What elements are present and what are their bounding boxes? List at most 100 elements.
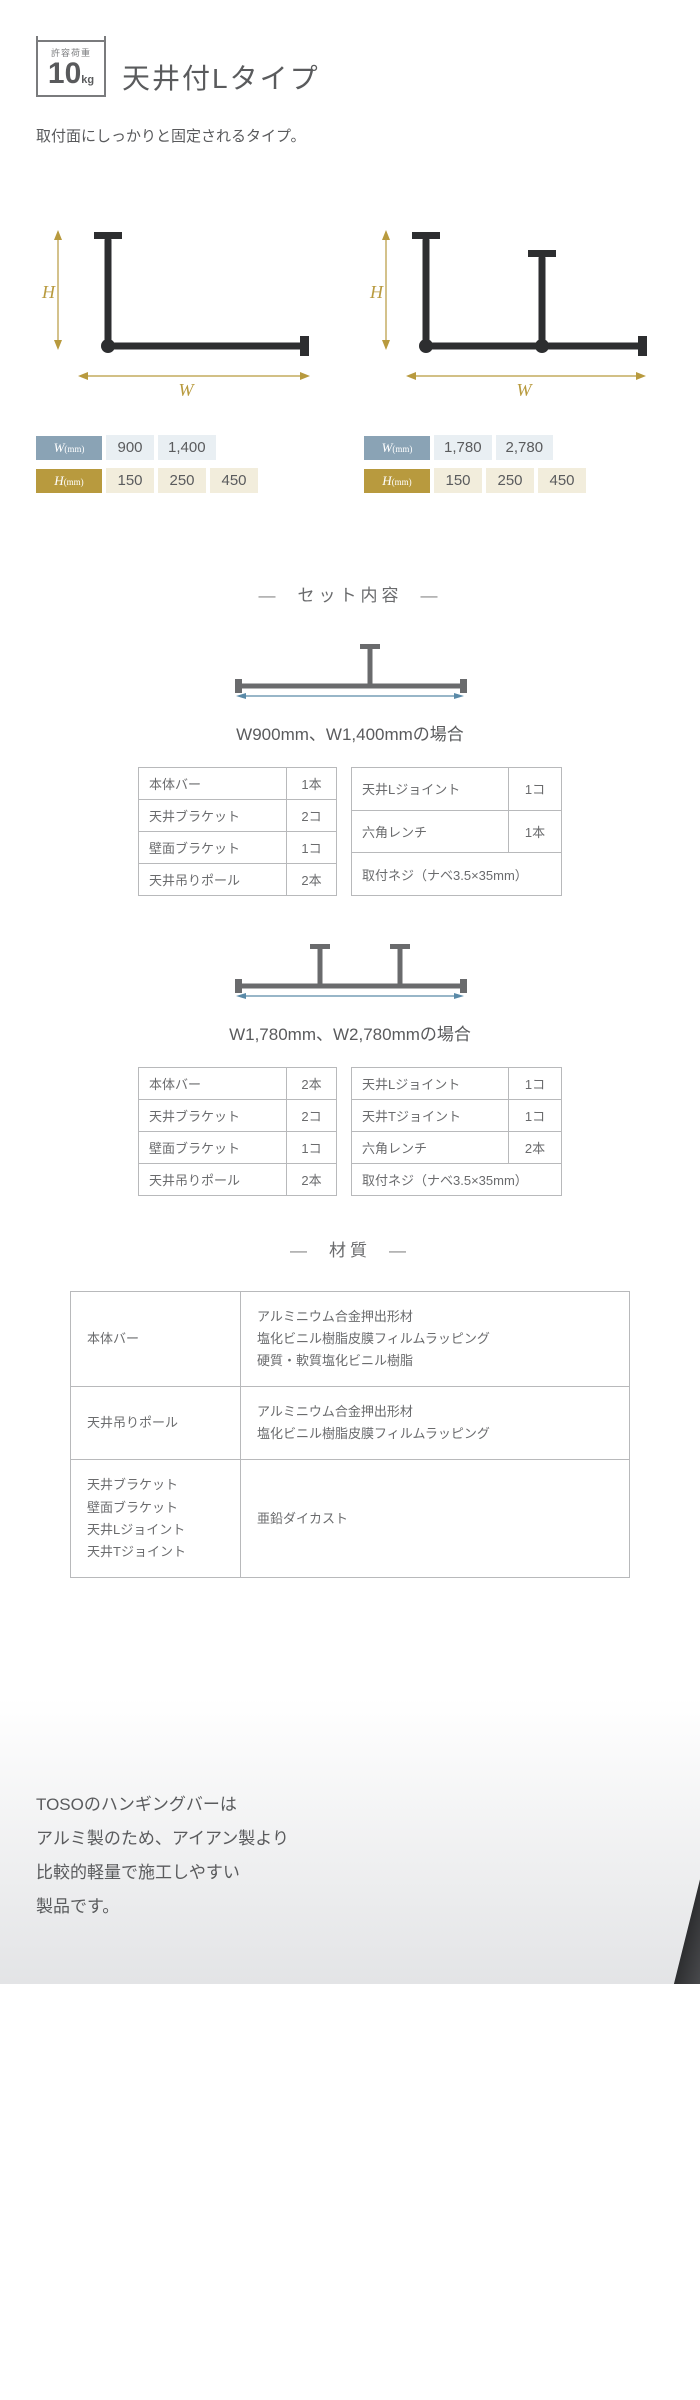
material-label: 本体バー	[71, 1292, 241, 1387]
svg-text:W: W	[517, 380, 534, 400]
product-diagrams: H W	[36, 206, 664, 411]
set-block: W1,780mm、W2,780mmの場合本体バー2本天井ブラケット2コ壁面ブラケ…	[36, 936, 664, 1196]
content-cell-qty: 1本	[508, 810, 561, 853]
content-cell-name: 天井吊りポール	[139, 864, 287, 896]
size-table-left: W(mm) 900 1,400 H(mm) 150 250 450	[36, 435, 336, 501]
material-value: 亜鉛ダイカスト	[241, 1460, 630, 1577]
content-cell-qty: 2本	[287, 1164, 337, 1196]
table-row: 本体バー2本	[139, 1068, 337, 1100]
content-cell-name: 天井ブラケット	[139, 1100, 287, 1132]
size-w-label: W(mm)	[364, 436, 430, 460]
table-row: 天井ブラケット2コ	[139, 800, 337, 832]
svg-text:H: H	[369, 282, 384, 302]
content-table: 天井Lジョイント1コ天井Tジョイント1コ六角レンチ2本取付ネジ（ナベ3.5×35…	[351, 1067, 562, 1196]
table-row: 天井Lジョイント1コ	[352, 1068, 562, 1100]
material-label: 天井吊りポール	[71, 1387, 241, 1460]
table-row: 天井Lジョイント1コ	[352, 768, 562, 811]
table-row: 天井ブラケット2コ	[139, 1100, 337, 1132]
table-row: 天井吊りポール2本	[139, 864, 337, 896]
content-cell-qty: 1コ	[508, 1068, 561, 1100]
size-tables: W(mm) 900 1,400 H(mm) 150 250 450 W(mm) …	[36, 435, 664, 501]
set-diagram	[220, 636, 480, 706]
set-caption: W900mm、W1,400mmの場合	[36, 720, 664, 745]
section-header-material: 材質	[36, 1236, 664, 1261]
content-cell-qty: 2コ	[287, 1100, 337, 1132]
content-cell-qty: 2本	[508, 1132, 561, 1164]
content-cell: 取付ネジ（ナベ3.5×35mm）	[352, 853, 562, 896]
material-table: 本体バーアルミニウム合金押出形材塩化ビニル樹脂皮膜フィルムラッピング硬質・軟質塩…	[70, 1291, 630, 1578]
footer-note: TOSOのハンギングバーはアルミ製のため、アイアン製より比較的軽量で施工しやすい…	[0, 1698, 700, 1984]
set-block: W900mm、W1,400mmの場合本体バー1本天井ブラケット2コ壁面ブラケット…	[36, 636, 664, 896]
content-cell: 取付ネジ（ナベ3.5×35mm）	[352, 1164, 562, 1196]
dim-w: W	[179, 380, 196, 400]
diagram-double: H W	[364, 206, 664, 411]
set-diagram	[220, 936, 480, 1006]
table-row: 天井Tジョイント1コ	[352, 1100, 562, 1132]
content-cell-name: 天井Lジョイント	[352, 1068, 509, 1100]
size-w-val: 1,780	[434, 435, 492, 460]
size-h-val: 450	[210, 468, 258, 493]
content-cell-name: 天井ブラケット	[139, 800, 287, 832]
content-cell-name: 六角レンチ	[352, 1132, 509, 1164]
set-contents: W900mm、W1,400mmの場合本体バー1本天井ブラケット2コ壁面ブラケット…	[36, 636, 664, 1196]
page-title: 天井付Lタイプ	[122, 57, 320, 97]
table-row: 天井吊りポール2本	[139, 1164, 337, 1196]
content-cell-qty: 1コ	[287, 832, 337, 864]
size-table-right: W(mm) 1,780 2,780 H(mm) 150 250 450	[364, 435, 664, 501]
content-cell-qty: 1コ	[508, 768, 561, 811]
size-h-label: H(mm)	[36, 469, 102, 493]
table-row: 天井ブラケット壁面ブラケット天井Lジョイント天井Tジョイント亜鉛ダイカスト	[71, 1460, 630, 1577]
table-row: 取付ネジ（ナベ3.5×35mm）	[352, 1164, 562, 1196]
table-row: 六角レンチ1本	[352, 810, 562, 853]
size-h-val: 250	[158, 468, 206, 493]
dim-h: H	[41, 282, 56, 302]
lead-text: 取付面にしっかりと固定されるタイプ。	[36, 125, 664, 146]
content-cell-name: 壁面ブラケット	[139, 1132, 287, 1164]
section-header-set: セット内容	[36, 581, 664, 606]
content-cell-qty: 2本	[287, 864, 337, 896]
size-w-val: 1,400	[158, 435, 216, 460]
weight-badge-value: 10	[48, 57, 81, 90]
content-cell-name: 天井Lジョイント	[352, 768, 509, 811]
content-cell-name: 天井Tジョイント	[352, 1100, 509, 1132]
size-h-val: 250	[486, 468, 534, 493]
material-value: アルミニウム合金押出形材塩化ビニル樹脂皮膜フィルムラッピング硬質・軟質塩化ビニル…	[241, 1292, 630, 1387]
content-tables: 本体バー2本天井ブラケット2コ壁面ブラケット1コ天井吊りポール2本天井Lジョイン…	[36, 1067, 664, 1196]
size-h-val: 150	[434, 468, 482, 493]
content-cell-name: 壁面ブラケット	[139, 832, 287, 864]
material-value: アルミニウム合金押出形材塩化ビニル樹脂皮膜フィルムラッピング	[241, 1387, 630, 1460]
content-cell-qty: 2本	[287, 1068, 337, 1100]
hanging-bar-image	[600, 1664, 700, 1984]
content-table: 本体バー1本天井ブラケット2コ壁面ブラケット1コ天井吊りポール2本	[138, 767, 337, 896]
content-cell-name: 六角レンチ	[352, 810, 509, 853]
weight-badge-unit: kg	[81, 74, 94, 86]
content-table: 天井Lジョイント1コ六角レンチ1本取付ネジ（ナベ3.5×35mm）	[351, 767, 562, 896]
size-h-val: 150	[106, 468, 154, 493]
diagram-single: H W	[36, 206, 336, 411]
table-row: 壁面ブラケット1コ	[139, 1132, 337, 1164]
table-row: 天井吊りポールアルミニウム合金押出形材塩化ビニル樹脂皮膜フィルムラッピング	[71, 1387, 630, 1460]
content-table: 本体バー2本天井ブラケット2コ壁面ブラケット1コ天井吊りポール2本	[138, 1067, 337, 1196]
header: 許容荷重 10kg 天井付Lタイプ	[36, 40, 664, 97]
size-h-label: H(mm)	[364, 469, 430, 493]
table-row: 六角レンチ2本	[352, 1132, 562, 1164]
material-label: 天井ブラケット壁面ブラケット天井Lジョイント天井Tジョイント	[71, 1460, 241, 1577]
content-cell-qty: 1コ	[287, 1132, 337, 1164]
content-cell-name: 本体バー	[139, 1068, 287, 1100]
table-row: 本体バーアルミニウム合金押出形材塩化ビニル樹脂皮膜フィルムラッピング硬質・軟質塩…	[71, 1292, 630, 1387]
content-cell-qty: 1コ	[508, 1100, 561, 1132]
table-row: 壁面ブラケット1コ	[139, 832, 337, 864]
size-w-val: 2,780	[496, 435, 554, 460]
size-h-val: 450	[538, 468, 586, 493]
content-cell-name: 本体バー	[139, 768, 287, 800]
content-tables: 本体バー1本天井ブラケット2コ壁面ブラケット1コ天井吊りポール2本天井Lジョイン…	[36, 767, 664, 896]
content-cell-qty: 2コ	[287, 800, 337, 832]
table-row: 取付ネジ（ナベ3.5×35mm）	[352, 853, 562, 896]
content-cell-name: 天井吊りポール	[139, 1164, 287, 1196]
content-cell-qty: 1本	[287, 768, 337, 800]
weight-badge: 許容荷重 10kg	[36, 40, 106, 97]
table-row: 本体バー1本	[139, 768, 337, 800]
set-caption: W1,780mm、W2,780mmの場合	[36, 1020, 664, 1045]
footer-text: TOSOのハンギングバーはアルミ製のため、アイアン製より比較的軽量で施工しやすい…	[36, 1788, 664, 1924]
size-w-val: 900	[106, 435, 154, 460]
